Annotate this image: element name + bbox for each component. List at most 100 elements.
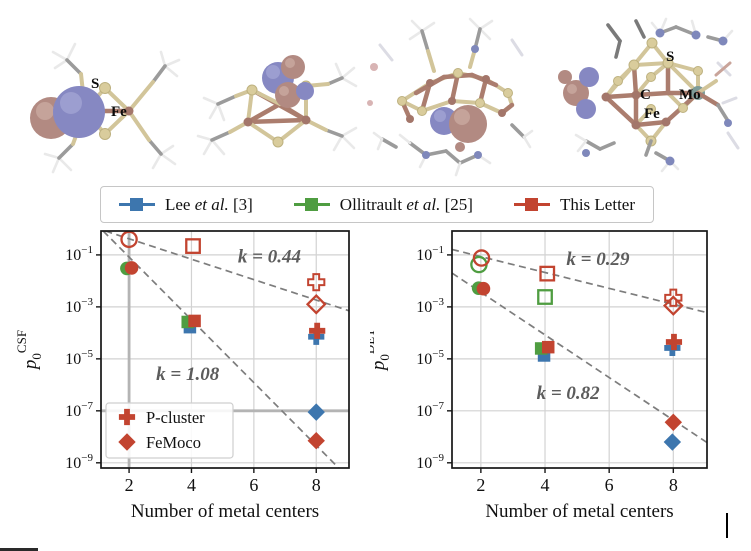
- legend-marker-red-square: [513, 198, 550, 212]
- plot-frame: [100, 230, 350, 469]
- orbital-lobes: [30, 86, 105, 139]
- trend-line: [105, 230, 350, 312]
- open-plus-marker: [307, 273, 326, 292]
- fe-atom: [124, 106, 134, 116]
- slope-annotation: k = 1.08: [156, 364, 220, 385]
- plus-marker: [118, 408, 136, 426]
- molecule-panel-fe2s2: S Fe: [15, 8, 185, 175]
- pcluster-structure: [367, 17, 534, 177]
- s-atom: [246, 84, 258, 96]
- legend-label: Lee et al. [3]: [165, 194, 253, 214]
- diamond-marker: [307, 432, 325, 450]
- legend-label: This Letter: [559, 194, 635, 214]
- data-series: [120, 230, 327, 315]
- bottom-ligands: [372, 123, 534, 177]
- legend-item-ollitrault: Ollitrault et al. [25]: [293, 194, 473, 215]
- x-tick-label: 2: [476, 475, 485, 495]
- legend-label: Ollitrault et al. [25]: [339, 194, 473, 214]
- orbital-lobes: [558, 67, 599, 119]
- legend-marker-blue-square: [119, 198, 155, 212]
- chart-p0-csf: k = 0.44 k = 1.08 2 4 6 8 10−1 10−3 10−5 10−7 10−9…: [14, 230, 350, 522]
- open-diamond-marker: [305, 293, 327, 315]
- slope-annotation: k = 0.82: [537, 383, 601, 404]
- open-square-marker: [539, 265, 556, 282]
- orbital-lobes: [262, 55, 314, 108]
- molecule-panel-fe4s4: [190, 8, 360, 175]
- plus-marker: [309, 322, 326, 339]
- molecule-panel-pcluster: [362, 5, 550, 178]
- y-tick-label: 10−9: [65, 452, 93, 472]
- plot-frame: [451, 230, 708, 469]
- s-atom: [272, 136, 284, 148]
- inner-legend-label: FeMoco: [146, 433, 201, 452]
- x-axis-title: Number of metal centers: [131, 501, 319, 522]
- x-tick-label: 6: [249, 475, 258, 495]
- open-circle-marker: [472, 249, 491, 267]
- x-axis-title: Number of metal centers: [485, 501, 673, 522]
- s-atom: [99, 82, 111, 94]
- methyl-sticks: [57, 58, 167, 160]
- atom-label-fe: Fe: [111, 104, 127, 120]
- background-sticks: [367, 38, 524, 106]
- text-cursor-artifact: [726, 513, 728, 538]
- femoco-structure: S C Mo Fe: [558, 17, 740, 173]
- y-tick-label: 10−5: [416, 348, 444, 368]
- right-ligands: [695, 79, 732, 127]
- background-sticks: [714, 61, 740, 150]
- legend-item-lee: Lee et al. [3]: [119, 195, 253, 215]
- atom-label-c: C: [640, 87, 651, 103]
- axis-ticks: 2 4 6 8 10−1 10−3 10−5 10−7 10−9: [65, 244, 320, 495]
- atom-label-fe: Fe: [644, 106, 660, 122]
- bottom-ligands: [574, 133, 680, 173]
- methyl-sticks: [210, 76, 344, 142]
- data-series: [472, 249, 684, 316]
- trend-line: [451, 248, 708, 314]
- slope-annotation: k = 0.29: [566, 249, 630, 270]
- x-tick-label: 8: [669, 475, 678, 495]
- y-tick-label: 10−1: [416, 244, 444, 264]
- chart-p0-det: k = 0.29 k = 0.82 2 4 6 8 10−1 10−3 10−5 10−7 10−9…: [370, 230, 708, 522]
- top-ligands: [606, 17, 734, 59]
- window-edge-artifact: [0, 548, 38, 551]
- square-marker: [541, 340, 555, 354]
- hydrogen-sticks: [43, 42, 181, 174]
- data-series: [476, 281, 683, 431]
- x-tick-label: 4: [187, 475, 196, 495]
- atom-label-s: S: [666, 49, 674, 65]
- inner-legend: P-cluster FeMoco: [105, 402, 234, 459]
- fe-atom: [243, 117, 253, 127]
- open-plus-marker: [664, 288, 683, 307]
- cage-atoms: [397, 68, 513, 123]
- y-tick-label: 10−7: [65, 400, 93, 420]
- molecule-panel-femoco: S C Mo Fe: [548, 3, 748, 181]
- open-square-marker: [185, 238, 201, 254]
- y-tick-label: 10−7: [416, 400, 444, 420]
- y-tick-label: 10−5: [65, 348, 93, 368]
- s-atom: [99, 128, 111, 140]
- inner-legend-label: P-cluster: [146, 408, 205, 427]
- trend-line: [451, 272, 708, 444]
- fe2s2-structure: S Fe: [30, 42, 181, 174]
- y-axis-title: p0DET: [370, 329, 392, 372]
- legend-item-this-letter: This Letter: [513, 194, 635, 215]
- square-marker: [188, 314, 201, 328]
- circle-marker: [124, 261, 139, 275]
- x-tick-label: 2: [125, 475, 134, 495]
- plot-legend: Lee et al. [3] Ollitrault et al. [25] Th…: [100, 186, 654, 223]
- axis-ticks: 2 4 6 8 10−1 10−3 10−5 10−7 10−9: [416, 244, 678, 495]
- y-tick-label: 10−3: [65, 296, 93, 316]
- fe4s4-structure: [196, 55, 358, 156]
- y-tick-label: 10−1: [65, 244, 93, 264]
- y-tick-label: 10−3: [416, 296, 444, 316]
- open-square-marker: [537, 289, 553, 305]
- legend-marker-green-square: [293, 198, 330, 212]
- open-diamond-marker: [662, 295, 684, 316]
- y-tick-label: 10−9: [416, 452, 444, 472]
- diamond-marker: [118, 433, 136, 451]
- atom-label-mo: Mo: [679, 87, 701, 103]
- atom-label-s: S: [91, 76, 99, 92]
- x-tick-label: 4: [541, 475, 550, 495]
- diamond-marker: [307, 403, 325, 421]
- trend-line: [102, 230, 340, 469]
